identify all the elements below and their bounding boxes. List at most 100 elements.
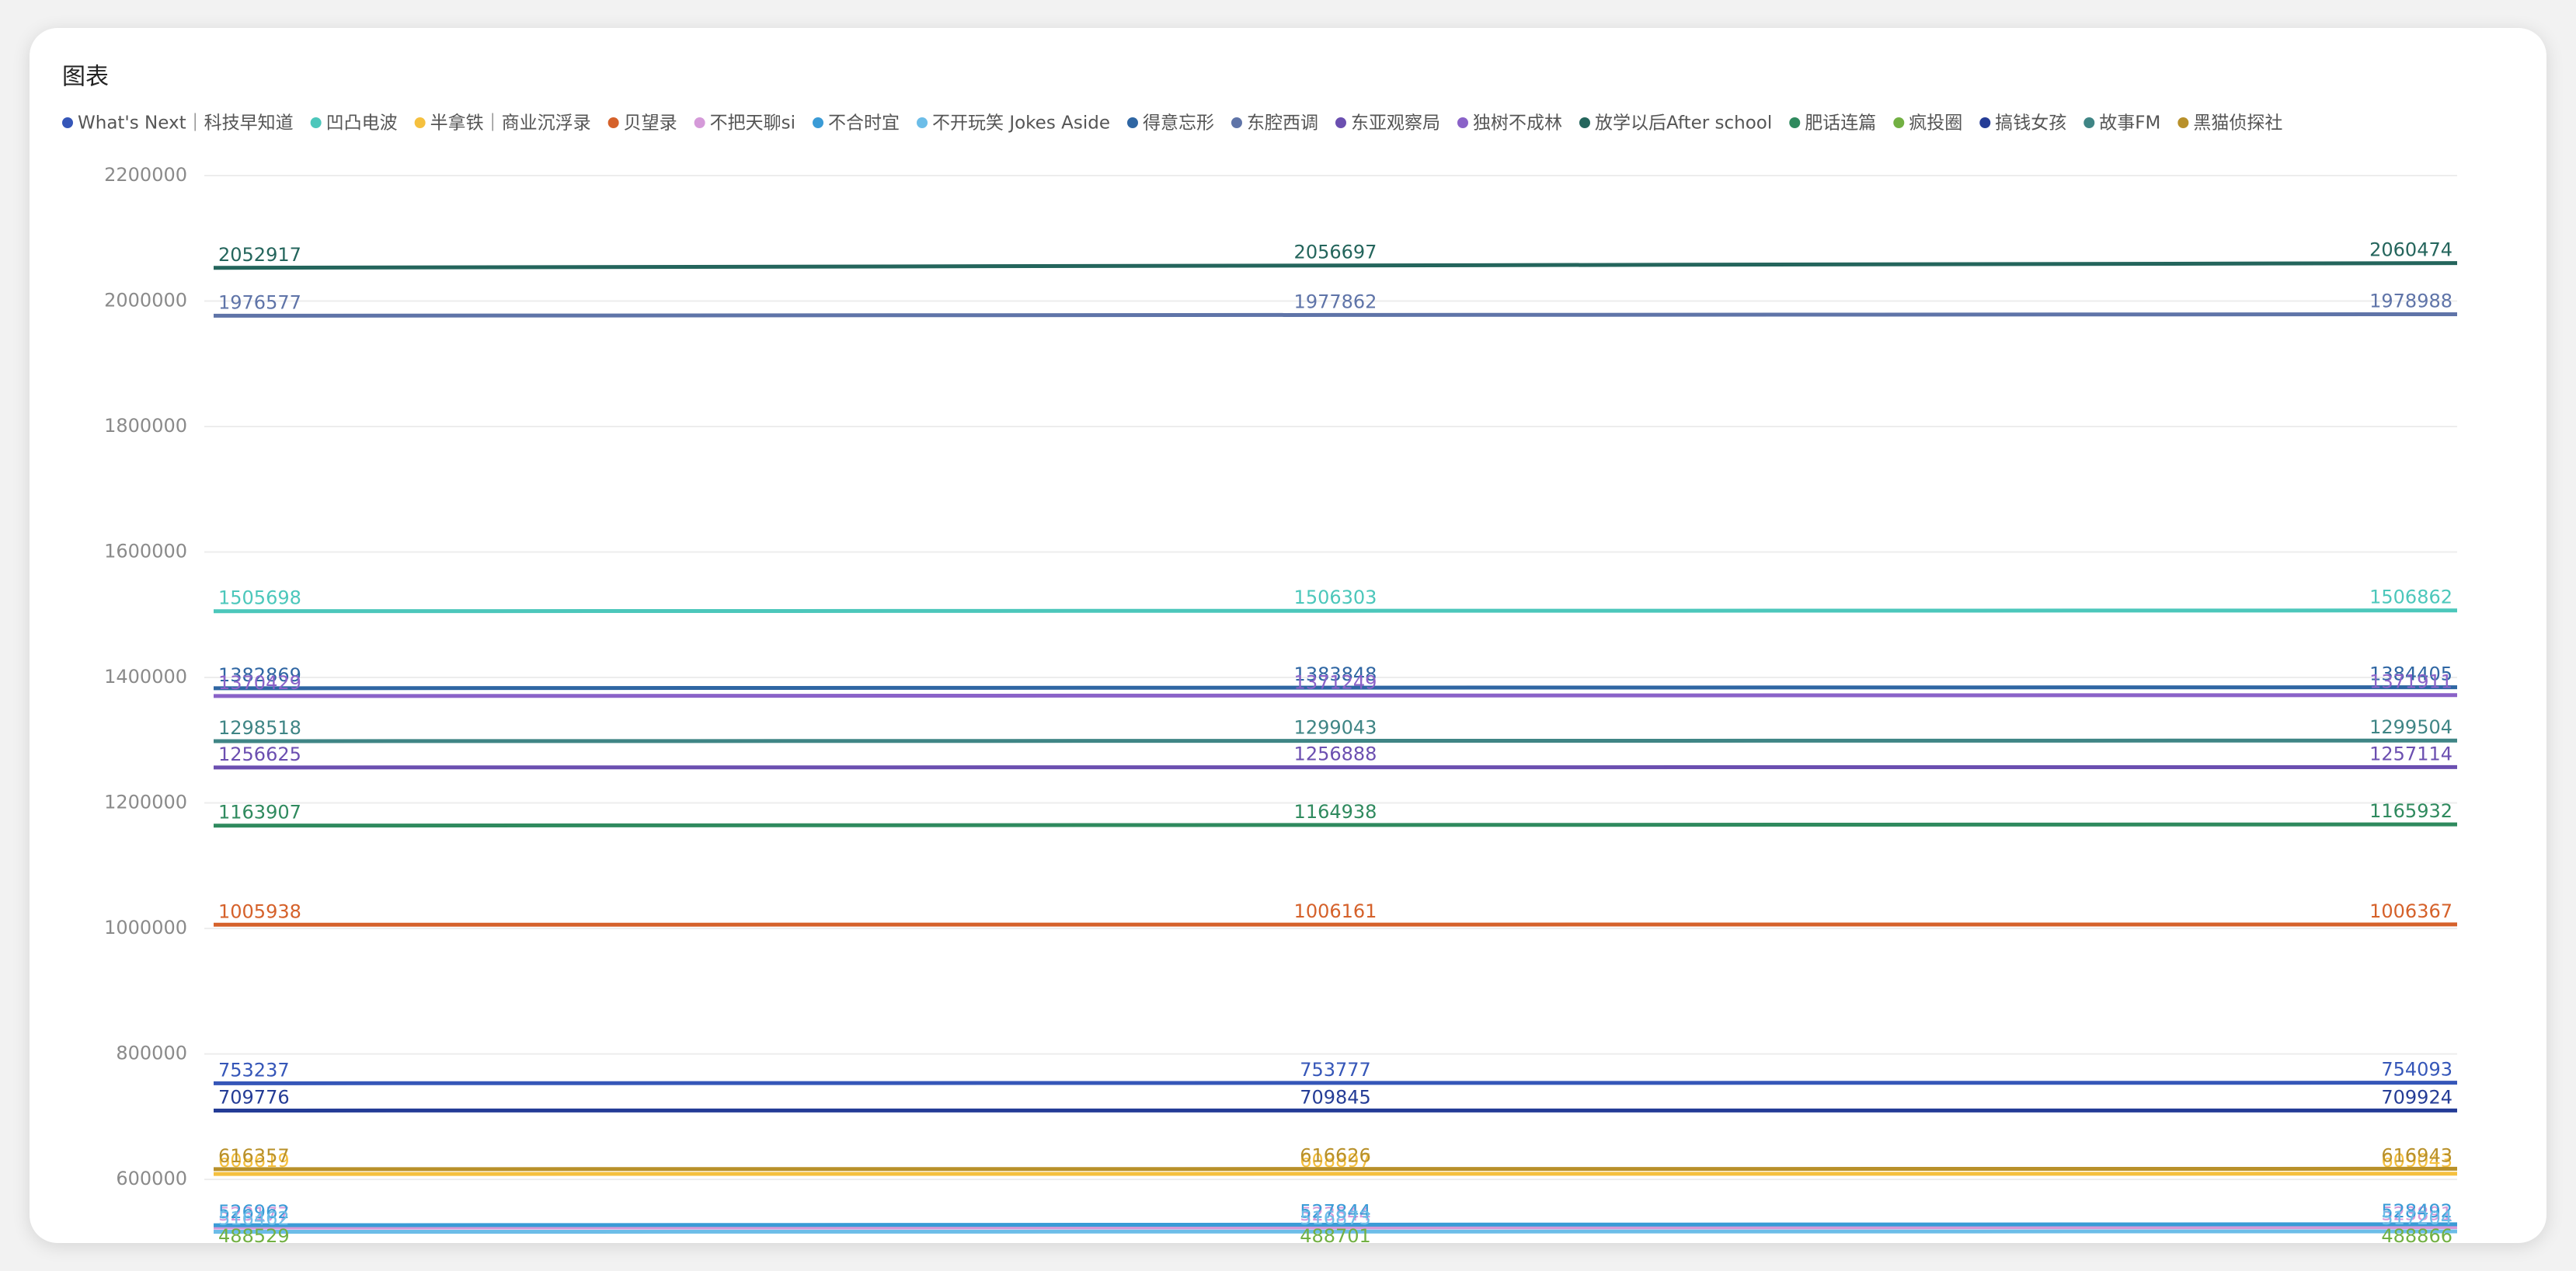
chart: 图表 What's Next｜科技早知道 凹凸电波 半拿铁｜商业沉浮录 贝望录 不把天聊… xyxy=(62,64,2458,1243)
legend-marker xyxy=(813,117,824,128)
data-label: 523544 xyxy=(1300,1203,1371,1225)
series-line xyxy=(213,693,2458,698)
data-label: 488529 xyxy=(218,1225,290,1243)
y-tick-label: 800000 xyxy=(116,1043,187,1064)
y-tick-label: 2200000 xyxy=(104,164,187,186)
data-label: 754093 xyxy=(2381,1059,2452,1081)
data-label: 2056697 xyxy=(1294,242,1377,263)
data-label: 616626 xyxy=(1300,1145,1371,1167)
data-label: 709924 xyxy=(2381,1086,2452,1108)
data-label: 753777 xyxy=(1300,1059,1371,1081)
y-tick-label: 1400000 xyxy=(104,666,187,688)
data-label: 1976577 xyxy=(218,291,301,313)
chart-title: 图表 xyxy=(62,64,109,91)
legend-marker xyxy=(1789,117,1801,128)
legend-label[interactable]: 东腔西调 xyxy=(1247,113,1318,134)
y-tick-label: 1600000 xyxy=(104,541,187,562)
data-label: 526962 xyxy=(218,1201,290,1223)
series-line xyxy=(213,738,2458,743)
series-line xyxy=(213,1222,2458,1227)
data-label: 1371911 xyxy=(2369,671,2452,693)
data-label: 527844 xyxy=(1300,1200,1371,1222)
legend-marker xyxy=(2177,117,2189,128)
legend-label[interactable]: What's Next｜科技早知道 xyxy=(78,113,294,134)
legend-marker xyxy=(607,117,619,128)
chart-card: 图表 What's Next｜科技早知道 凹凸电波 半拿铁｜商业沉浮录 贝望录 不把天聊… xyxy=(30,28,2546,1243)
data-label: 1977862 xyxy=(1294,291,1377,312)
series-line xyxy=(213,822,2458,828)
legend-marker xyxy=(694,117,705,128)
legend-label[interactable]: 不开玩笑 Jokes Aside xyxy=(932,113,1110,134)
legend-label[interactable]: 搞钱女孩 xyxy=(1995,113,2066,134)
legend-marker xyxy=(414,117,426,128)
legend-label[interactable]: 独树不成林 xyxy=(1473,113,1562,134)
data-label: 1298518 xyxy=(218,717,301,739)
legend-marker xyxy=(1335,117,1346,128)
legend-marker xyxy=(1231,117,1242,128)
legend-label[interactable]: 得意忘形 xyxy=(1143,113,1214,134)
data-label: 1383848 xyxy=(1294,663,1377,685)
data-label: 1006161 xyxy=(1294,900,1377,922)
legend-label[interactable]: 肥话连篇 xyxy=(1805,113,1876,134)
data-label: 1299504 xyxy=(2369,716,2452,738)
data-label: 709776 xyxy=(218,1086,290,1108)
legend-label[interactable]: 半拿铁｜商业沉浮录 xyxy=(430,113,591,134)
data-label: 1006367 xyxy=(2369,900,2452,922)
data-label: 488866 xyxy=(2381,1225,2452,1243)
data-label: 517204 xyxy=(2381,1207,2452,1229)
data-label: 1257114 xyxy=(2369,743,2452,764)
legend-marker xyxy=(1126,117,1138,128)
data-label: 523891 xyxy=(2381,1203,2452,1225)
series-line xyxy=(213,1081,2458,1085)
legend-marker xyxy=(1457,117,1468,128)
data-label: 1370429 xyxy=(218,672,301,694)
legend-marker xyxy=(1979,117,1991,128)
data-label: 1978988 xyxy=(2369,290,2452,312)
legend-marker xyxy=(2083,117,2095,128)
legend-marker xyxy=(1579,117,1590,128)
data-label: 1384405 xyxy=(2369,663,2452,685)
data-label: 1382869 xyxy=(218,664,301,686)
y-tick-label: 600000 xyxy=(116,1168,187,1189)
data-label: 2052917 xyxy=(218,244,301,266)
legend-label[interactable]: 黑猫侦探社 xyxy=(2193,113,2282,134)
legend-marker xyxy=(1893,117,1905,128)
legend-marker xyxy=(917,117,928,128)
data-label: 516462 xyxy=(218,1208,290,1230)
data-label: 1256625 xyxy=(218,743,301,765)
data-label: 528492 xyxy=(2381,1200,2452,1222)
series-line xyxy=(213,312,2458,318)
data-label: 2060474 xyxy=(2369,239,2452,261)
series-line xyxy=(213,261,2458,270)
data-label: 1005938 xyxy=(218,900,301,922)
legend-label[interactable]: 东亚观察局 xyxy=(1351,113,1440,134)
legend-label[interactable]: 故事FM xyxy=(2099,113,2160,134)
data-label: 523177 xyxy=(218,1203,290,1225)
data-label: 1299043 xyxy=(1294,717,1377,739)
data-label: 1506303 xyxy=(1294,587,1377,608)
data-label: 616943 xyxy=(2381,1144,2452,1166)
data-label: 1371249 xyxy=(1294,671,1377,693)
data-label: 1163907 xyxy=(218,802,301,824)
legend-label[interactable]: 贝望录 xyxy=(624,113,677,134)
data-label: 488701 xyxy=(1300,1225,1371,1243)
data-label: 1505698 xyxy=(218,587,301,609)
y-tick-label: 2000000 xyxy=(104,290,187,312)
y-tick-label: 1000000 xyxy=(104,917,187,938)
series-line xyxy=(213,1225,2458,1230)
data-label: 1165932 xyxy=(2369,800,2452,822)
y-tick-label: 1200000 xyxy=(104,792,187,813)
data-label: 1164938 xyxy=(1294,801,1377,823)
data-label: 709845 xyxy=(1300,1086,1371,1108)
legend-label[interactable]: 不合时宜 xyxy=(828,113,900,134)
legend-label[interactable]: 放学以后After school xyxy=(1595,113,1772,134)
legend-marker xyxy=(310,117,322,128)
data-label: 1506862 xyxy=(2369,587,2452,608)
legend-label[interactable]: 凹凸电波 xyxy=(326,113,398,134)
legend-marker xyxy=(62,117,73,128)
data-label: 516873 xyxy=(1300,1207,1371,1229)
legend-label[interactable]: 不把天聊si xyxy=(710,113,795,134)
legend-label[interactable]: 疯投圈 xyxy=(1909,113,1962,134)
data-label: 616357 xyxy=(218,1145,290,1167)
